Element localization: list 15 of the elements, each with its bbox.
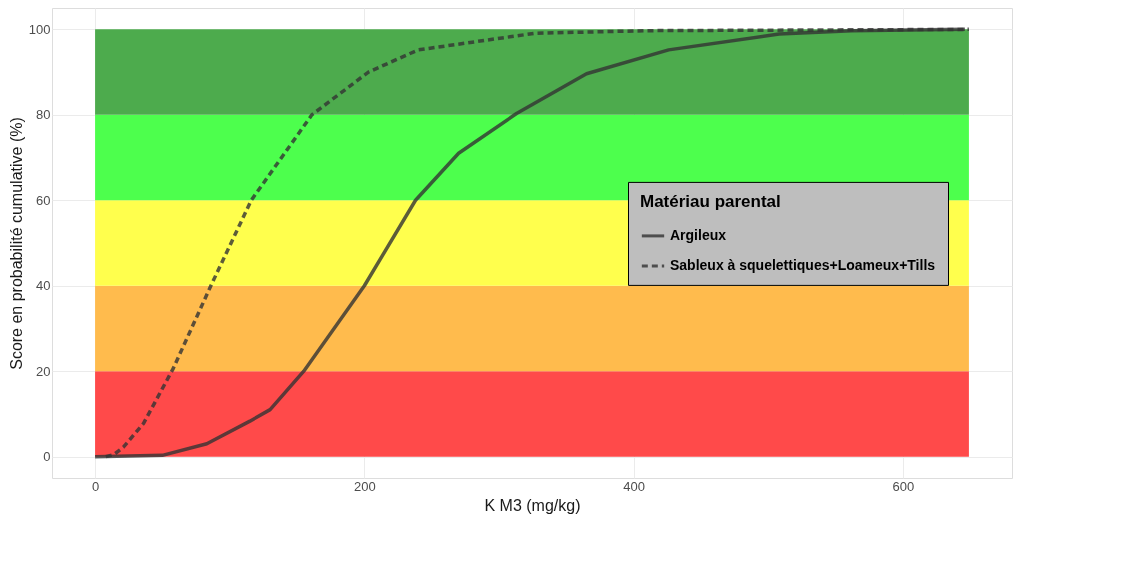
x-tick-label: 0 [91, 478, 100, 494]
legend-label: Argileux [670, 226, 727, 243]
x-tick-label: 600 [892, 478, 915, 494]
legend-title: Matériau parental [640, 191, 781, 211]
y-tick-label: 60 [36, 192, 51, 208]
y-axis-title: Score en probabilité cumulative (%) [7, 117, 25, 370]
y-tick-label: 80 [36, 107, 51, 123]
x-tick-label: 400 [623, 478, 646, 494]
y-tick-label: 100 [28, 21, 51, 37]
x-axis-title: K M3 (mg/kg) [484, 496, 581, 514]
x-tick-label: 200 [354, 478, 376, 494]
y-tick-label: 40 [36, 278, 51, 294]
y-tick-label: 0 [43, 449, 51, 465]
y-tick-label: 20 [36, 363, 51, 379]
legend-label: Sableux à squelettiques+Loameux+Tills [670, 256, 936, 273]
